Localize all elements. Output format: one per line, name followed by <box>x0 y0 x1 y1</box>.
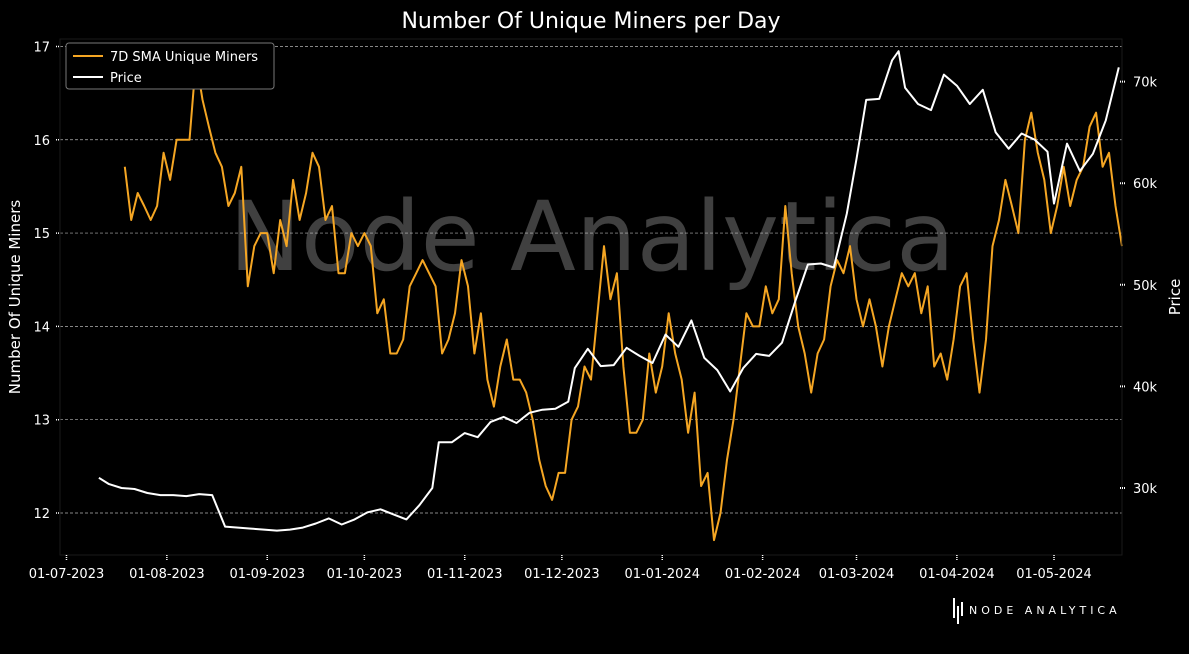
logo-text: NODE ANALYTICA <box>969 604 1121 617</box>
plot-frame <box>59 38 1123 556</box>
legend: 7D SMA Unique Miners Price <box>65 42 275 90</box>
x-tick-label: 01-02-2024 <box>725 567 801 582</box>
x-tick-label: 01-03-2024 <box>819 567 895 582</box>
x-tick-label: 01-04-2024 <box>919 567 995 582</box>
series-line-price <box>98 50 1120 532</box>
y-tick-label: 15 <box>33 227 50 242</box>
y2-tick-label: 70k <box>1133 76 1158 91</box>
legend-box <box>65 42 275 90</box>
y-tick-label: 17 <box>33 40 50 55</box>
x-tick-label: 01-11-2023 <box>427 567 503 582</box>
x-tick-label: 01-01-2024 <box>624 567 700 582</box>
x-tick-label: 01-05-2024 <box>1016 567 1092 582</box>
x-tick-label: 01-10-2023 <box>327 567 403 582</box>
y2-tick-label: 50k <box>1133 279 1158 294</box>
x-tick-label: 01-09-2023 <box>229 567 305 582</box>
y2-tick-label: 40k <box>1133 380 1158 395</box>
logo-bar-3 <box>961 602 963 616</box>
series-layer <box>98 50 1123 542</box>
x-tick-label: 01-08-2023 <box>129 567 205 582</box>
x-tick-label: 01-12-2023 <box>524 567 600 582</box>
logo-bar-2 <box>957 606 959 624</box>
y-tick-label: 12 <box>33 507 50 522</box>
y2-axis-label: Price <box>1166 279 1184 316</box>
y2-tick-label: 60k <box>1133 177 1158 192</box>
y2-tick-label: 30k <box>1133 482 1158 497</box>
watermark-text: Node Analytica <box>229 181 955 293</box>
node-analytica-logo: NODE ANALYTICA <box>953 598 1121 624</box>
y-tick-label: 13 <box>33 414 50 429</box>
axes: 12 13 14 15 16 17 30k 40k 50k 60k 70k 01-07-2023 01-… <box>29 38 1158 582</box>
y-tick-label: 16 <box>33 134 50 149</box>
y-tick-label: 14 <box>33 320 50 335</box>
x-tick-label: 01-07-2023 <box>29 567 105 582</box>
legend-label-miners: 7D SMA Unique Miners <box>110 50 258 65</box>
chart-title: Number Of Unique Miners per Day <box>401 9 780 34</box>
legend-label-price: Price <box>110 71 142 86</box>
y-axis-label: Number Of Unique Miners <box>6 200 24 395</box>
logo-bar-1 <box>953 598 955 618</box>
series-line-unique-miners <box>123 58 1123 542</box>
